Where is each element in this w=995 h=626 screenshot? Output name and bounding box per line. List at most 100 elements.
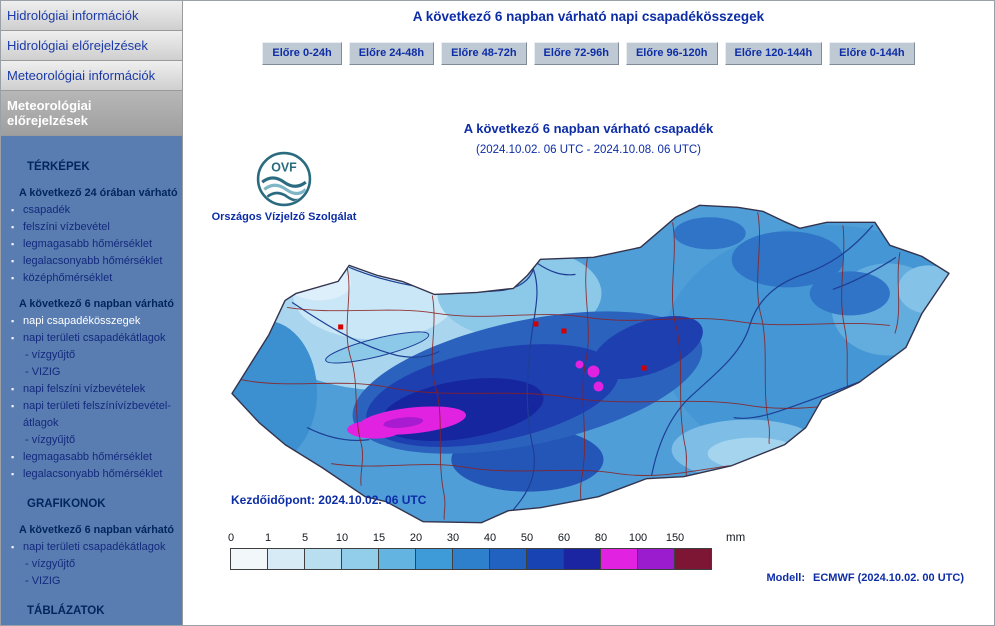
sidebar-menu-item-label: legalacsonyabb hőmérséklet <box>23 468 163 480</box>
sidebar-menu-item: GRAFIKONOK <box>1 496 182 513</box>
forecast-range-button[interactable]: Előre 72-96h <box>533 42 619 65</box>
sidebar-menu-item[interactable]: legmagasabb hőmérséklet <box>1 236 182 253</box>
precipitation-legend: mm 0 1 5 10 15 20 <box>227 532 745 570</box>
sidebar-menu-item-label: A következő 6 napban várható <box>19 298 174 310</box>
sidebar-menu-item[interactable]: napi területi felszínívízbevétel-átlagok <box>1 398 182 432</box>
sidebar-section[interactable]: Meteorológiai előrejelzések <box>1 91 183 136</box>
sidebar-menu-item-label: TÉRKÉPEK <box>27 161 90 173</box>
sidebar-menu-item[interactable]: - VIZIG <box>1 573 182 590</box>
sidebar-section-label: Hidrológiai előrejelzések <box>7 38 148 53</box>
sidebar-section[interactable]: Meteorológiai információk <box>1 61 183 91</box>
legend-color-box <box>304 548 342 570</box>
sidebar-section-label: Hidrológiai információk <box>7 8 139 23</box>
sidebar-menu-item-label: TÁBLÁZATOK <box>27 605 105 617</box>
forecast-range-button[interactable]: Előre 96-120h <box>625 42 718 65</box>
legend-color-box <box>674 548 712 570</box>
ovf-logo: OVF <box>256 151 312 207</box>
hungary-outline <box>231 204 950 524</box>
legend-color-box <box>489 548 527 570</box>
sidebar-menu-item[interactable]: középhőmérséklet <box>1 270 182 287</box>
forecast-range-button-label: Előre 24-48h <box>358 47 425 59</box>
balaton-lake <box>325 331 430 364</box>
sidebar-section-label: Meteorológiai információk <box>7 68 156 83</box>
legend-tick-label: 150 <box>665 532 685 544</box>
sidebar-menu-item: A következő 6 napban várható <box>1 522 182 539</box>
sidebar-menu-item-label: Csapadék-előrejelzés <box>23 624 129 625</box>
legend-tick-label: 0 <box>227 532 235 544</box>
sidebar-menu-item-label: napi területi felszínívízbevétel-átlagok <box>23 400 171 429</box>
legend-tick-label: 100 <box>628 532 648 544</box>
sidebar-menu-item-label: A következő 24 órában várható <box>19 187 178 199</box>
forecast-range-button-label: Előre 72-96h <box>543 47 609 59</box>
organization-name: Országos Vízjelző Szolgálat <box>211 211 357 223</box>
forecast-range-button[interactable]: Előre 48-72h <box>441 42 527 65</box>
legend-cell: 30 <box>447 532 490 570</box>
sidebar-section-label: Meteorológiai előrejelzések <box>7 98 92 128</box>
forecast-range-button-label: Előre 120-144h <box>734 47 813 59</box>
sidebar-menu-item[interactable]: - vízgyűjtő <box>1 556 182 573</box>
legend-cell: 20 <box>410 532 453 570</box>
legend-tick-label: 5 <box>301 532 309 544</box>
sidebar-menu-item-label: napi felszíni vízbevételek <box>23 383 146 395</box>
forecast-range-button[interactable]: Előre 120-144h <box>724 42 823 65</box>
sidebar-menu-item[interactable]: napi csapadékösszegek <box>1 313 182 330</box>
legend-color-box <box>267 548 305 570</box>
sidebar-top: Hidrológiai információk Hidrológiai előr… <box>1 1 183 136</box>
legend-tick-label: 1 <box>264 532 272 544</box>
city-marker <box>338 324 344 330</box>
sidebar-menu-item[interactable]: napi területi csapadékátlagok <box>1 539 182 556</box>
sidebar-menu-item[interactable]: - VIZIG <box>1 364 182 381</box>
sidebar-section[interactable]: Hidrológiai információk <box>1 1 183 31</box>
sidebar-menu-item[interactable]: napi felszíni vízbevételek <box>1 381 182 398</box>
ovf-logo-text: OVF <box>271 161 297 175</box>
sidebar-menu-item[interactable]: Csapadék-előrejelzés <box>1 622 182 625</box>
legend-color-box <box>526 548 564 570</box>
sidebar-menu-item-label: középhőmérséklet <box>23 272 113 284</box>
sidebar-menu-item: A következő 6 napban várható <box>1 296 182 313</box>
legend-cell: 15 <box>373 532 416 570</box>
city-marker <box>561 328 567 334</box>
forecast-toolbar: Előre 0-24h Előre 24-48h Előre 48-72h El… <box>183 42 994 65</box>
legend-cell: 1 <box>264 532 305 570</box>
forecast-range-button[interactable]: Előre 0-24h <box>262 42 342 65</box>
legend-tick-label: 30 <box>446 532 460 544</box>
legend-tick-label: 50 <box>520 532 534 544</box>
sidebar-menu-item-label: legmagasabb hőmérséklet <box>23 451 153 463</box>
sidebar-menu-item-label: - VIZIG <box>25 366 61 378</box>
sidebar-menu-item[interactable]: legalacsonyabb hőmérséklet <box>1 253 182 270</box>
sidebar-menu-item-label: - vízgyűjtő <box>25 434 76 446</box>
forecast-range-button[interactable]: Előre 24-48h <box>348 42 435 65</box>
sidebar-menu-item-label: - vízgyűjtő <box>25 349 76 361</box>
sidebar-menu-item-label: A következő 6 napban várható <box>19 524 174 536</box>
page-title: A következő 6 napban várható napi csapad… <box>412 9 765 24</box>
legend-tick-label: 20 <box>409 532 423 544</box>
sidebar-menu-item[interactable]: - vízgyűjtő <box>1 432 182 449</box>
legend-tick-label: 80 <box>594 532 608 544</box>
legend-color-box <box>341 548 379 570</box>
sidebar-menu-item[interactable]: legmagasabb hőmérséklet <box>1 449 182 466</box>
sidebar-menu-item: TÉRKÉPEK <box>1 159 182 176</box>
sidebar-menu-item[interactable]: felszíni vízbevétel <box>1 219 182 236</box>
sidebar-menu-item-label: legmagasabb hőmérséklet <box>23 238 153 250</box>
forecast-range-button-label: Előre 0-24h <box>272 47 332 59</box>
city-marker <box>533 321 539 327</box>
sidebar-section[interactable]: Hidrológiai előrejelzések <box>1 31 183 61</box>
forecast-range-button-label: Előre 96-120h <box>635 47 708 59</box>
legend-color-box <box>230 548 268 570</box>
model-prefix: Modell: <box>766 572 806 584</box>
sidebar-menu-item: TÁBLÁZATOK <box>1 603 182 620</box>
legend-color-box <box>452 548 490 570</box>
forecast-range-button[interactable]: Előre 0-144h <box>829 42 915 65</box>
sidebar-menu-item-label: legalacsonyabb hőmérséklet <box>23 255 163 267</box>
sidebar-menu-item[interactable]: csapadék <box>1 202 182 219</box>
legend-color-box <box>600 548 638 570</box>
sidebar-menu-item[interactable]: - vízgyűjtő <box>1 347 182 364</box>
sidebar-menu-item-label: napi területi csapadékátlagok <box>23 541 166 553</box>
legend-color-box <box>563 548 601 570</box>
sidebar-menu-item: A következő 24 órában várható <box>1 185 182 202</box>
sidebar-menu-item-label: - VIZIG <box>25 575 61 587</box>
sidebar-menu-item-label: - vízgyűjtő <box>25 558 76 570</box>
sidebar-menu-item[interactable]: legalacsonyabb hőmérséklet <box>1 466 182 483</box>
sidebar-menu: TÉRKÉPEK A következő 24 órában várható c… <box>1 136 183 625</box>
sidebar-menu-item[interactable]: napi területi csapadékátlagok <box>1 330 182 347</box>
